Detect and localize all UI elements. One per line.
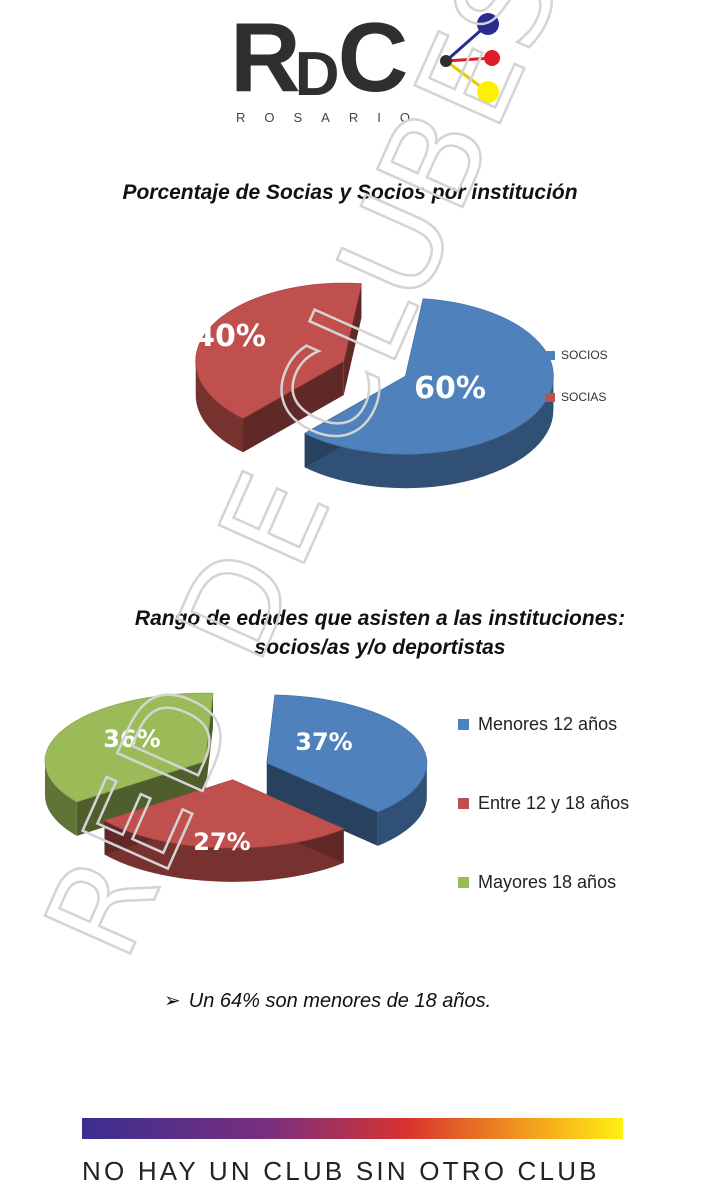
- age-pie-slice-top-2: [44, 692, 214, 803]
- logo-letter-r: R: [230, 2, 301, 112]
- legend2-label-menores: Menores 12 años: [478, 714, 618, 734]
- gender-pie-slice-wall-0: [304, 376, 554, 489]
- gender-pie-slice-top-0: [303, 298, 554, 455]
- legend2-swatch-mayores: [458, 877, 469, 888]
- legend2-label-entre: Entre 12 y 18 años: [478, 793, 630, 813]
- gender-pie-slice-cut-1-0: [243, 361, 344, 453]
- age-pie-data-label-2: 36%: [103, 725, 160, 753]
- legend2-item-menores: Menores 12 años: [458, 714, 617, 735]
- summary-note-text: Un 64% son menores de 18 años.: [188, 990, 492, 1012]
- legend1-item-socios: SOCIOS: [546, 348, 608, 362]
- gender-pie-slice-top-1: [195, 282, 362, 419]
- logo-subtitle: ROSARIO: [236, 110, 429, 125]
- legend2-item-entre: Entre 12 y 18 años: [458, 793, 629, 814]
- age-pie-data-label-0: 37%: [295, 728, 352, 756]
- chart2-title: Rango de edades que asisten a las instit…: [134, 607, 626, 659]
- logo-letter-d: D: [294, 40, 340, 109]
- age-pie-slice-cut-2-0: [76, 761, 205, 836]
- gender-pie-data-label-0: 60%: [414, 371, 486, 406]
- legend1-item-socias: SOCIAS: [546, 390, 606, 404]
- gender-pie-data-label-1: 40%: [194, 319, 266, 354]
- age-pie-slice-cut-0-1: [266, 762, 378, 846]
- gender-pie-slice-cut-1-1: [343, 283, 362, 396]
- arrow-bullet-icon: ➢: [164, 990, 181, 1012]
- age-pie-slice-cut-2-1: [204, 693, 213, 796]
- legend1-label-socios: SOCIOS: [561, 348, 608, 362]
- age-pie-slice-wall-2: [44, 761, 77, 836]
- chart1-title: Porcentaje de Socias y Socios por instit…: [122, 181, 578, 204]
- gender-pie-slice-1: 40%: [194, 282, 362, 453]
- gender-pie-slice-0: 60%: [303, 298, 554, 489]
- legend2-swatch-menores: [458, 719, 469, 730]
- age-pie-slice-top-0: [266, 694, 428, 813]
- logo-wordmark: R D C: [230, 6, 408, 106]
- legend1-swatch-socios: [546, 350, 555, 360]
- legend1-label-socias: SOCIAS: [561, 390, 607, 404]
- rdc-logo: R D C ROSARIO: [230, 6, 520, 126]
- age-pie-slice-wall-1: [104, 820, 344, 882]
- footer-slogan: NO HAY UN CLUB SIN OTRO CLUB: [82, 1156, 600, 1186]
- footer-gradient-bar: [82, 1118, 623, 1139]
- logo-network-icon: [440, 13, 500, 103]
- age-pie-slice-1: 27%: [103, 779, 345, 882]
- gender-pie-slice-wall-1: [195, 361, 244, 453]
- age-pie-slice-top-1: [103, 779, 345, 849]
- age-pie-slice-0: 37%: [266, 694, 428, 846]
- age-pie-data-label-1: 27%: [193, 828, 250, 856]
- summary-note: ➢ Un 64% son menores de 18 años.: [164, 988, 624, 1013]
- legend1-swatch-socias: [546, 392, 555, 402]
- legend2-swatch-entre: [458, 798, 469, 809]
- age-pie-slice-2: 36%: [44, 692, 214, 836]
- age-pie-slice-wall-0: [377, 762, 427, 846]
- legend2-label-mayores: Mayores 18 años: [478, 872, 617, 892]
- logo-letter-c: C: [337, 2, 409, 112]
- legend2-item-mayores: Mayores 18 años: [458, 872, 616, 893]
